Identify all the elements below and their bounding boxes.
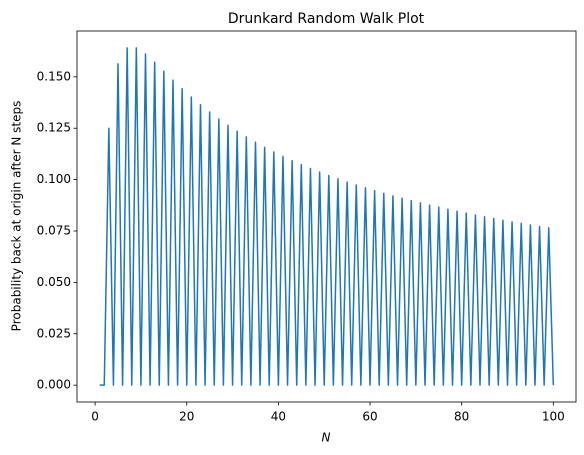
x-tick-label: 80 — [454, 410, 469, 424]
y-tick-label: 0.050 — [37, 275, 71, 289]
chart-title: Drunkard Random Walk Plot — [228, 11, 425, 27]
x-tick-label: 100 — [542, 410, 565, 424]
y-tick-label: 0.075 — [37, 223, 71, 237]
y-tick-label: 0.100 — [37, 172, 71, 186]
data-line — [99, 47, 555, 386]
x-tick-label: 40 — [271, 410, 286, 424]
x-tick-label: 20 — [179, 410, 194, 424]
y-tick-label: 0.125 — [37, 121, 71, 135]
x-axis-label: N — [322, 431, 331, 445]
y-tick-label: 0.150 — [37, 69, 71, 83]
x-tick-label: 60 — [362, 410, 377, 424]
plot-frame — [76, 30, 577, 403]
y-tick-label: 0.025 — [37, 326, 71, 340]
y-axis-label: Probability back at origin after N steps — [10, 101, 24, 332]
x-tick-label: 0 — [91, 410, 99, 424]
y-tick-label: 0.000 — [37, 378, 71, 392]
